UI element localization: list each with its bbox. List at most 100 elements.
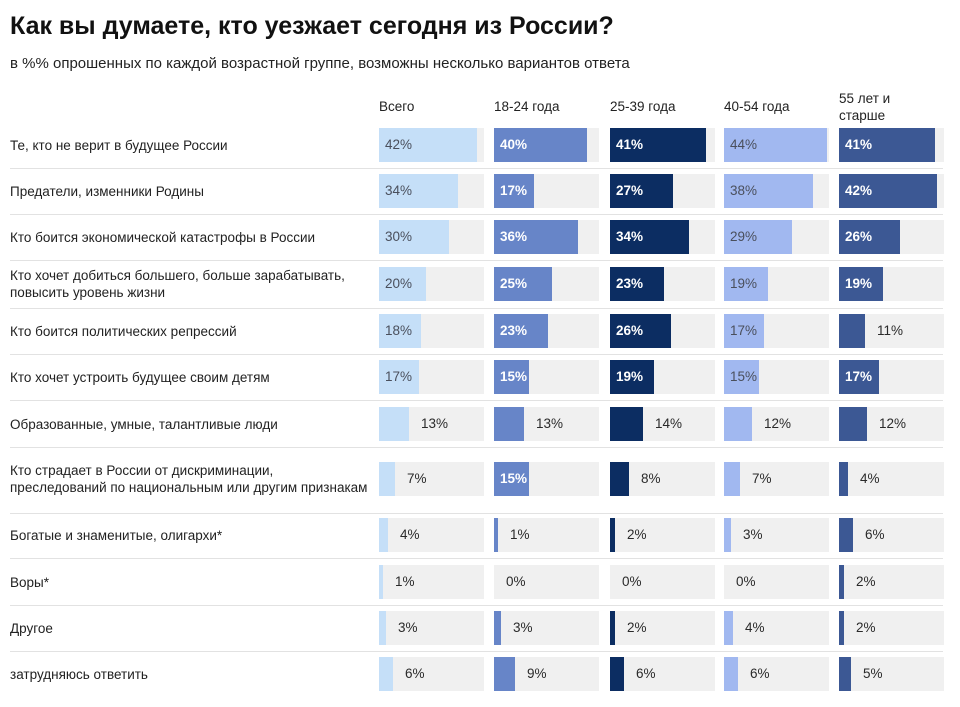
- data-label: 2%: [856, 574, 876, 589]
- data-label: 2%: [627, 527, 647, 542]
- bar-track: [610, 611, 715, 645]
- data-label: 1%: [395, 574, 415, 589]
- data-label: 2%: [627, 620, 647, 635]
- row-label: Предатели, изменники Родины: [10, 183, 204, 199]
- column-header: 55 лет и старше: [839, 91, 891, 123]
- data-label: 19%: [845, 276, 873, 291]
- bar: [610, 360, 654, 394]
- bar-track: [724, 360, 829, 394]
- data-label: 1%: [510, 527, 530, 542]
- bar: [494, 518, 498, 552]
- bar: [610, 128, 706, 162]
- bar: [494, 462, 529, 496]
- bar: [379, 220, 449, 254]
- chart-subtitle: в %% опрошенных по каждой возрастной гру…: [10, 55, 630, 72]
- data-label: 13%: [421, 416, 449, 431]
- bar: [610, 657, 624, 691]
- bar: [839, 220, 900, 254]
- bar-track: [839, 174, 944, 208]
- bar-track: [839, 407, 944, 441]
- data-label: 9%: [527, 666, 547, 681]
- bar-track: [610, 407, 715, 441]
- data-label: 34%: [385, 183, 413, 198]
- bar-track: [724, 657, 829, 691]
- bar-track: [839, 267, 944, 301]
- bar: [379, 128, 477, 162]
- row-label: Те, кто не верит в будущее России: [10, 137, 228, 153]
- bar-track: [379, 565, 484, 599]
- bar: [839, 518, 853, 552]
- bar: [724, 518, 731, 552]
- bar-track: [724, 407, 829, 441]
- bar-track: [379, 611, 484, 645]
- data-label: 26%: [616, 323, 644, 338]
- bar-track: [724, 611, 829, 645]
- row-label: Кто хочет добиться большего, больше зара…: [10, 268, 345, 300]
- data-label: 27%: [616, 183, 644, 198]
- bar: [610, 518, 615, 552]
- bar: [379, 611, 386, 645]
- data-label: 3%: [398, 620, 418, 635]
- bar: [379, 565, 383, 599]
- data-label: 26%: [845, 229, 873, 244]
- bar-track: [494, 462, 599, 496]
- row-divider: [10, 400, 943, 401]
- row-label: Образованные, умные, талантливые люди: [10, 416, 278, 432]
- bar-track: [724, 128, 829, 162]
- bar: [494, 128, 587, 162]
- bar: [839, 267, 883, 301]
- bar: [610, 407, 643, 441]
- bar: [839, 128, 935, 162]
- bar-track: [379, 314, 484, 348]
- data-label: 38%: [730, 183, 758, 198]
- bar-track: [839, 565, 944, 599]
- bar: [724, 611, 733, 645]
- data-label: 4%: [745, 620, 765, 635]
- data-label: 40%: [500, 137, 528, 152]
- row-label: Воры*: [10, 574, 49, 590]
- row-divider: [10, 651, 943, 652]
- bar: [379, 174, 458, 208]
- bar: [724, 314, 764, 348]
- data-label: 4%: [860, 471, 880, 486]
- bar-track: [610, 360, 715, 394]
- data-label: 6%: [636, 666, 656, 681]
- bar-track: [379, 518, 484, 552]
- bar-track: [610, 518, 715, 552]
- data-label: 15%: [730, 369, 758, 384]
- bar: [724, 462, 740, 496]
- data-label: 8%: [641, 471, 661, 486]
- data-label: 0%: [736, 574, 756, 589]
- column-header: 40-54 года: [724, 99, 790, 114]
- row-divider: [10, 260, 943, 261]
- data-label: 19%: [616, 369, 644, 384]
- bar-track: [839, 518, 944, 552]
- bar: [494, 360, 529, 394]
- bar: [494, 220, 578, 254]
- bar-track: [610, 565, 715, 599]
- row-label: Другое: [10, 620, 53, 636]
- bar: [724, 220, 792, 254]
- column-header: 18-24 года: [494, 99, 560, 114]
- bar: [610, 267, 664, 301]
- data-label: 18%: [385, 323, 413, 338]
- row-divider: [10, 214, 943, 215]
- bar-track: [379, 360, 484, 394]
- bar: [494, 657, 515, 691]
- data-label: 34%: [616, 229, 644, 244]
- bar: [724, 174, 813, 208]
- row-label: затрудняюсь ответить: [10, 666, 148, 682]
- row-label: Кто боится экономической катастрофы в Ро…: [10, 229, 316, 245]
- bar-track: [494, 128, 599, 162]
- bar-track: [839, 360, 944, 394]
- bar-track: [839, 314, 944, 348]
- bar-track: [724, 518, 829, 552]
- bar-track: [839, 462, 944, 496]
- bar-track: [610, 267, 715, 301]
- row-divider: [10, 513, 943, 514]
- data-label: 41%: [845, 137, 873, 152]
- bar: [610, 611, 615, 645]
- bar: [494, 407, 524, 441]
- data-label: 42%: [845, 183, 873, 198]
- bar: [724, 267, 768, 301]
